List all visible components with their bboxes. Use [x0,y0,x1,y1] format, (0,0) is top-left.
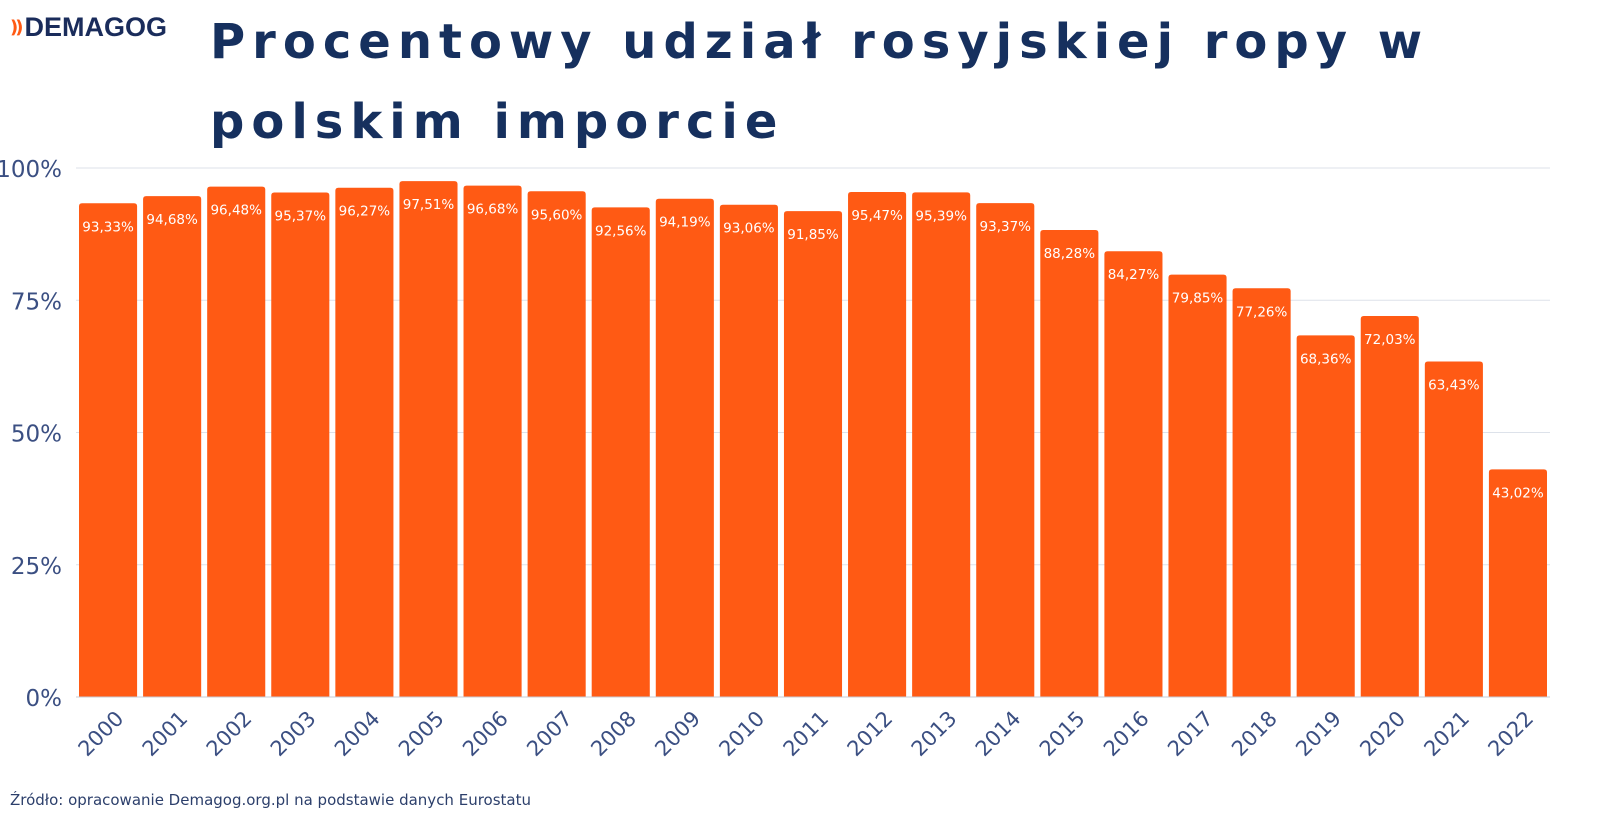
bar-value-label: 97,51% [403,197,455,213]
bar-value-label: 79,85% [1172,291,1224,307]
y-tick-label: 50% [11,422,62,448]
x-tick-label: 2009 [650,706,705,761]
x-tick-label: 2005 [394,706,449,761]
x-tick-label: 2002 [202,706,257,761]
bar-value-label: 94,19% [659,215,711,231]
x-tick-label: 2001 [138,706,193,761]
bar [335,187,394,698]
x-tick-label: 2016 [1099,706,1154,761]
x-tick-label: 2003 [266,706,321,761]
bar-value-label: 96,48% [210,203,262,219]
y-tick-label: 75% [11,289,62,315]
x-tick-label: 2000 [74,706,129,761]
y-tick-label: 0% [26,686,63,712]
bar-value-label: 95,47% [851,208,903,224]
bar-value-label: 95,37% [275,208,327,224]
bar [1104,251,1163,697]
bar-value-label: 93,37% [980,219,1032,235]
bar [1040,229,1099,698]
bar-value-label: 96,68% [467,202,519,218]
bar-value-label: 94,68% [146,212,198,228]
bar-value-label: 68,36% [1300,351,1352,367]
demagog-logo: )) DEMAGOG [10,12,167,43]
x-tick-label: 2007 [522,706,577,761]
x-tick-label: 2015 [1035,706,1090,761]
x-tick-label: 2013 [907,706,962,761]
bar [399,181,458,697]
source-note: Źródło: opracowanie Demagog.org.pl na po… [10,791,531,809]
bar [1296,335,1355,697]
signal-icon: )) [10,17,24,38]
x-tick-label: 2021 [1419,706,1474,761]
y-tick-label: 25% [11,554,62,580]
bar-value-label: 72,03% [1364,332,1416,348]
x-tick-label: 2019 [1291,706,1346,761]
logo-text: DEMAGOG [24,12,167,42]
bar [1360,315,1419,697]
bar [143,196,202,697]
bar [976,203,1035,697]
bar [207,186,266,698]
x-tick-label: 2017 [1163,706,1218,761]
x-tick-label: 2012 [843,706,898,761]
bar-value-label: 88,28% [1044,246,1096,262]
x-tick-label: 2020 [1355,706,1410,761]
bar [1232,288,1291,697]
x-tick-label: 2010 [714,706,769,761]
bar [719,204,778,698]
bar [1488,469,1547,697]
bar-value-label: 43,02% [1492,485,1544,501]
bar-value-label: 93,33% [82,219,134,235]
bar [527,191,586,697]
bar [848,191,907,698]
x-tick-label: 2011 [779,706,834,761]
x-tick-label: 2008 [586,706,641,761]
bar [1424,361,1483,697]
x-tick-label: 2004 [330,706,385,761]
bar [912,192,971,697]
bar [1168,274,1227,697]
bar-value-label: 93,06% [723,221,775,237]
bar-value-label: 84,27% [1108,267,1160,283]
bar-value-label: 96,27% [339,204,391,220]
bar [463,185,522,697]
bar-value-label: 92,56% [595,223,647,239]
bar-value-label: 63,43% [1428,377,1480,393]
chart-title: Procentowy udział rosyjskiej ropy w pols… [210,14,1430,150]
bar-value-label: 95,60% [531,207,583,223]
bar-value-label: 91,85% [787,227,839,243]
bar [79,203,138,697]
x-tick-label: 2022 [1483,706,1538,761]
x-tick-label: 2018 [1227,706,1282,761]
y-tick-label: 100% [0,157,62,183]
bar [655,198,714,697]
x-tick-label: 2006 [458,706,513,761]
bar-value-label: 77,26% [1236,304,1288,320]
bar [271,192,330,697]
bar [783,211,843,697]
bar [591,207,650,697]
bar-value-label: 95,39% [915,208,967,224]
x-tick-label: 2014 [971,706,1026,761]
